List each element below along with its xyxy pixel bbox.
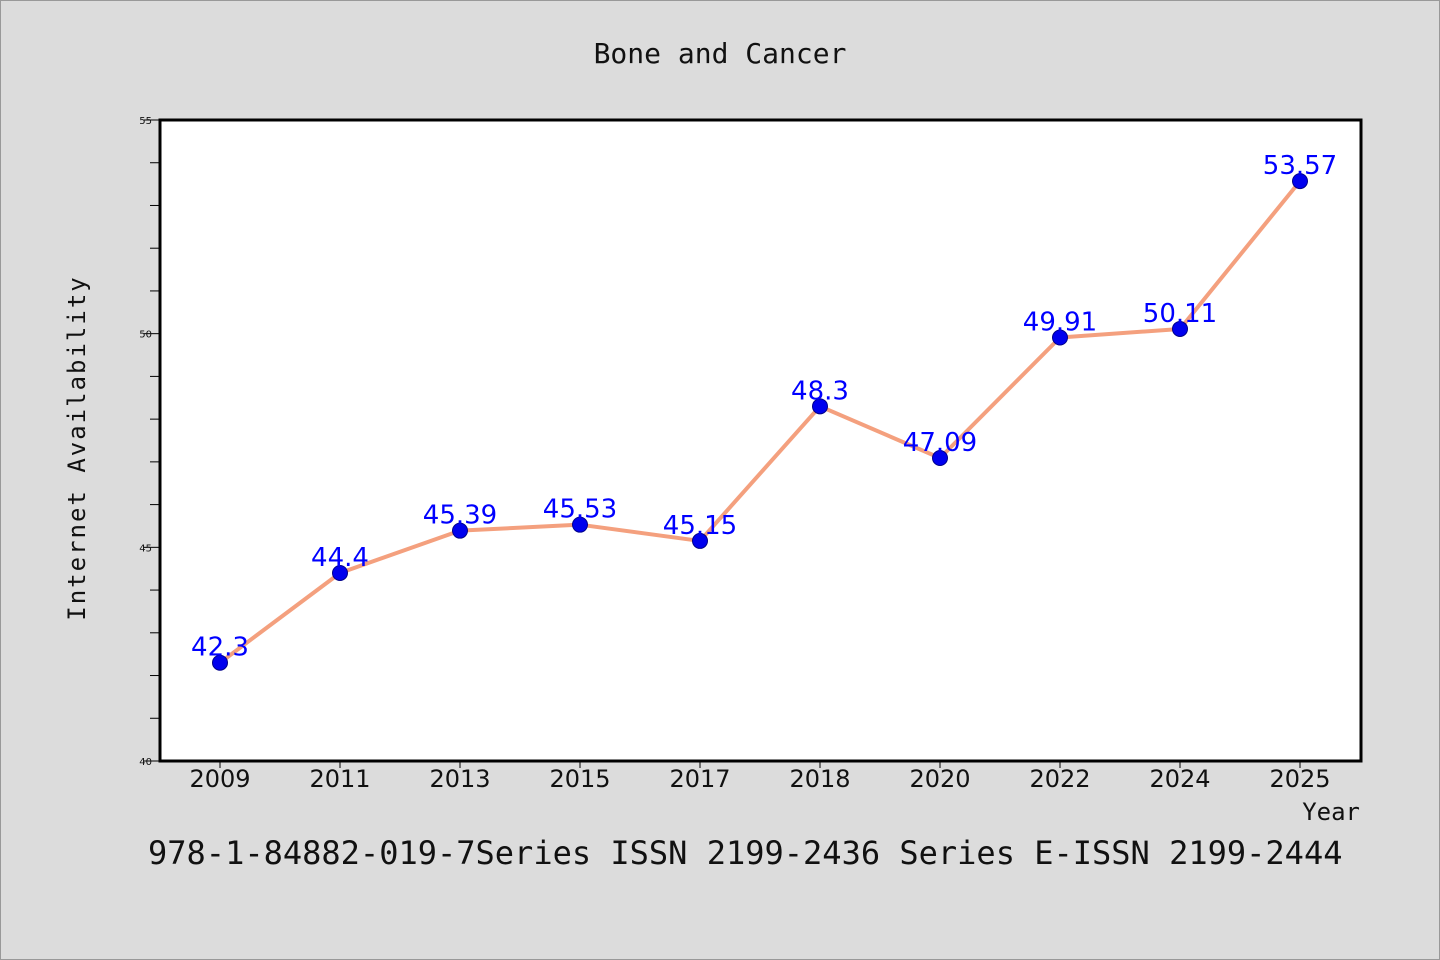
x-axis-label: Year: [1302, 798, 1360, 826]
x-tick-label: 2022: [1029, 765, 1090, 793]
data-point: [452, 522, 468, 539]
x-tick-label: 2015: [549, 765, 610, 793]
x-axis: 2009 2011 2013 2015 2017 2018 2020 2022 2024 2025: [189, 761, 1331, 793]
data-label: 50.11: [1143, 299, 1217, 329]
data-label: 42.3: [191, 633, 249, 663]
series-line: [218, 179, 1302, 665]
data-point: [692, 532, 708, 549]
x-tick-label: 2025: [1269, 765, 1330, 793]
data-point: [332, 564, 348, 581]
series-layer: 42.3 44.4 45.39 45.53 45.15 48.3 47.09 49.91 50.…: [191, 151, 1337, 671]
chart-title: Bone and Cancer: [594, 37, 847, 70]
y-tick-label: 45: [139, 543, 152, 554]
x-tick-label: 2009: [189, 765, 250, 793]
data-label: 44.4: [311, 543, 369, 573]
data-point: [812, 398, 828, 415]
data-point: [932, 450, 948, 467]
data-point: [1292, 173, 1308, 190]
y-tick-label: 40: [139, 757, 152, 768]
x-tick-label: 2011: [309, 765, 370, 793]
data-point: [1052, 329, 1068, 346]
data-point: [1172, 320, 1188, 337]
x-tick-label: 2013: [429, 765, 490, 793]
y-tick-label: 55: [139, 116, 152, 127]
data-point: [572, 516, 588, 533]
data-label: 45.15: [663, 511, 737, 541]
y-axis: 40 45 50 55: [139, 116, 160, 768]
plot-area: [158, 118, 1363, 763]
data-label: 48.3: [791, 376, 849, 406]
y-axis-label: Internet Availability: [63, 275, 91, 620]
data-label: 47.09: [903, 428, 977, 458]
x-tick-label: 2020: [909, 765, 970, 793]
x-tick-label: 2024: [1149, 765, 1210, 793]
x-tick-label: 2018: [789, 765, 850, 793]
data-label: 49.91: [1023, 308, 1097, 338]
data-point: [212, 654, 228, 671]
x-tick-label: 2017: [669, 765, 730, 793]
y-tick-label: 50: [139, 330, 152, 341]
data-label: 45.39: [423, 501, 497, 531]
footer-isbn-text: 978-1-84882-019-7Series ISSN 2199-2436 S…: [148, 834, 1342, 872]
data-label: 53.57: [1263, 151, 1337, 181]
data-label: 45.53: [543, 495, 617, 525]
